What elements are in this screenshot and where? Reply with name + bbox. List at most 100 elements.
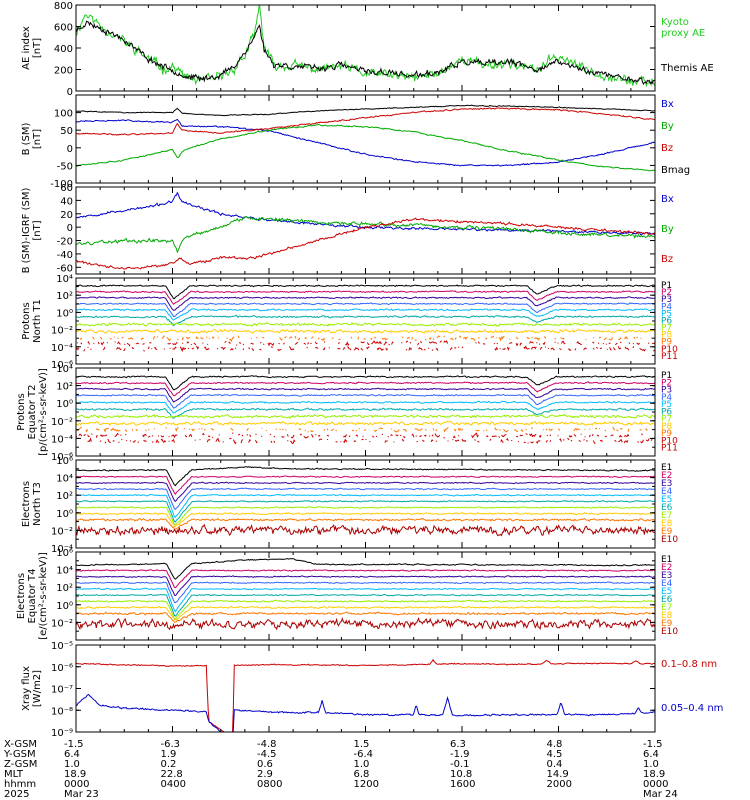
series-ee4-e2 — [76, 569, 655, 589]
ytick-label: 10⁴ — [56, 364, 73, 375]
y-axis-label: [W/m2] — [32, 670, 43, 707]
ephemeris-label: Y-GSM — [3, 749, 36, 760]
ytick-label: 10⁻⁴ — [51, 544, 73, 555]
legend-entry: E9 — [661, 619, 673, 629]
y-axis-label: Equator T2 — [27, 385, 38, 440]
y-axis-label: [p/(cm²-s-sr-keV)] — [38, 368, 49, 456]
ephemeris-value: 1600 — [450, 779, 475, 790]
panel-pe2-frame — [75, 367, 656, 457]
series-pe2-p3 — [76, 387, 655, 403]
y-axis-label: B (SM) — [21, 122, 32, 155]
series-pn1-p11 — [76, 345, 655, 353]
series-bsm-bmag — [76, 104, 655, 117]
panel-en3-series — [76, 466, 655, 537]
series-en3-e6 — [76, 500, 655, 523]
panel-ae-frame — [75, 4, 656, 92]
ephemeris-label: Z-GSM — [4, 759, 37, 770]
legend-entry: E6 — [661, 595, 673, 605]
series-ae-kyoto-proxy-ae — [76, 5, 655, 88]
ytick-label: 100 — [54, 109, 73, 120]
ephemeris-value: 1.9 — [161, 749, 177, 760]
legend-entry: E2 — [661, 471, 672, 481]
series-ee4-e4 — [76, 581, 655, 604]
legend-entry: Bx — [661, 99, 674, 110]
series-en3-e1 — [76, 466, 655, 487]
series-pn1-p1 — [76, 284, 655, 300]
ephemeris-value: -6.4 — [354, 749, 374, 760]
legend-entry: P4 — [661, 302, 672, 312]
legend-entry: P3 — [661, 295, 672, 305]
series-pe2-p9 — [76, 427, 655, 432]
panel-bdiff-frame — [75, 186, 656, 275]
panel-pe2-series — [76, 375, 655, 444]
legend-entry: P1 — [661, 281, 672, 291]
legend-entry: E8 — [661, 611, 673, 621]
series-xray-0-05-0-4-nm — [76, 693, 655, 732]
ytick-label: 40 — [60, 196, 73, 207]
ytick-label: 10⁻⁵ — [51, 641, 73, 652]
legend-entry: E10 — [661, 535, 678, 545]
panel-en3-frame — [75, 459, 656, 549]
y-axis-label: AE index — [21, 26, 32, 70]
legend-entry: 0.1–0.8 nm — [661, 659, 717, 670]
series-ee4-e10 — [76, 617, 655, 631]
legend-entry: By — [661, 121, 674, 132]
ephemeris-value: 0400 — [161, 779, 186, 790]
ytick-label: 10⁻⁶ — [51, 452, 73, 463]
legend-entry: P8 — [661, 331, 672, 341]
y-axis-label: Equator T4 — [27, 569, 38, 624]
y-axis-label: [e/(cm²-s-sr-keV)] — [38, 552, 49, 640]
ephemeris-value: -6.3 — [161, 739, 181, 750]
series-en3-e2 — [76, 475, 655, 495]
ytick-label: 60 — [60, 183, 73, 194]
series-bdiff-by — [76, 215, 655, 254]
series-en3-e4 — [76, 487, 655, 510]
series-pe2-p6 — [76, 407, 655, 420]
ephemeris-label: 2025 — [4, 789, 29, 800]
ephemeris-value: 0.2 — [161, 759, 177, 770]
ephemeris-value: -1.5 — [64, 739, 84, 750]
ytick-label: -50 — [57, 161, 73, 172]
panel-ee4-series — [76, 557, 655, 631]
legend-entry: By — [661, 224, 674, 235]
panel-pe2: 10⁻⁶ 10⁻⁴ 10⁻² 10⁰ 10² 10⁴ Protons Equator T2 [p… — [16, 364, 678, 463]
ytick-label: 10² — [56, 583, 73, 594]
series-ee4-e8 — [76, 605, 655, 621]
legend-entry: Bz — [661, 143, 673, 154]
series-ee4-e6 — [76, 593, 655, 617]
legend-entry: Bx — [661, 194, 674, 205]
ytick-label: 10⁴ — [56, 566, 73, 577]
legend-entry: P10 — [661, 345, 678, 355]
series-pn1-p4 — [76, 302, 655, 318]
ephemeris-value: 14.9 — [547, 769, 569, 780]
panel-bdiff-series — [76, 191, 655, 270]
legend-entry: P11 — [661, 444, 678, 454]
panel-pn1: 10⁻⁶ 10⁻⁴ 10⁻² 10⁰ 10² 10⁴ Protons North T1 P1P2… — [21, 274, 678, 371]
ephemeris-value: 2000 — [547, 779, 572, 790]
ephemeris-value: 6.4 — [643, 749, 659, 760]
ytick-label: 10⁻⁴ — [51, 343, 73, 354]
ephemeris-table: X-GSM -1.5 -6.3 -4.8 1.5 6.3 4.8 -1.5Y-GSM 6.4 1.… — [3, 739, 678, 800]
ephemeris-value: 1200 — [354, 779, 379, 790]
legend-entry: P1 — [661, 371, 672, 381]
legend-entry: P10 — [661, 436, 678, 446]
panel-bsm: -100 -50 0 50 100 B (SM) [nT] Bx By Bz Bmag — [21, 94, 690, 190]
legend-entry: E8 — [661, 519, 673, 529]
y-axis-label: North T3 — [32, 482, 43, 526]
ytick-label: 10⁻⁶ — [51, 663, 73, 674]
legend-entry: E3 — [661, 479, 672, 489]
ytick-label: 10⁻² — [51, 326, 73, 337]
series-ee4-e9 — [76, 611, 655, 623]
ytick-label: 600 — [54, 23, 73, 34]
ytick-label: -60 — [57, 263, 73, 274]
series-bsm-bz — [76, 107, 655, 136]
series-pn1-p10 — [76, 340, 655, 347]
legend-entry: P7 — [661, 415, 672, 425]
legend-entry: E7 — [661, 511, 672, 521]
ytick-label: 800 — [54, 1, 73, 12]
series-en3-e9 — [76, 517, 655, 530]
ytick-label: 10⁻⁴ — [51, 434, 73, 445]
y-axis-label: B (SM)-IGRF (SM) — [21, 188, 32, 274]
